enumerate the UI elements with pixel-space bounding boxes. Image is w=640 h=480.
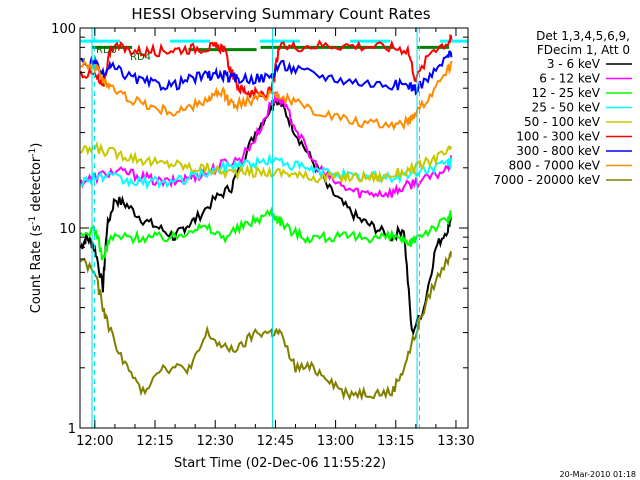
- legend-header-line: FDecim 1, Att 0: [537, 43, 630, 57]
- legend-label: 6 - 12 keV: [539, 72, 601, 86]
- x-tick-label: 12:30: [196, 434, 233, 449]
- vertical-marker-layer: [91, 28, 420, 428]
- x-tick-label: 13:00: [317, 434, 354, 449]
- annotation-rd0: RD0: [96, 45, 117, 56]
- series-layer: [79, 34, 468, 402]
- legend-label: 800 - 7000 keV: [509, 159, 601, 173]
- series-line-4: [79, 140, 453, 185]
- legend-label: 300 - 800 keV: [516, 144, 600, 158]
- x-tick-label: 12:15: [136, 434, 173, 449]
- legend: Det 1,3,4,5,6,9,FDecim 1, Att 03 - 6 keV…: [493, 29, 632, 187]
- annotation-rd4: RD4: [130, 52, 151, 63]
- x-tick-label: 13:30: [437, 434, 474, 449]
- y-axis-label: Count Rate (s-1 detector-1): [28, 143, 44, 314]
- axis-layer: 12:00 12:15 12:30 12:45 13:00 13:15 13:30 1 10 10…: [51, 22, 475, 449]
- x-tick-label: 12:45: [257, 434, 294, 449]
- legend-label: 12 - 25 keV: [532, 86, 601, 100]
- x-tick-label: 13:15: [377, 434, 414, 449]
- series-line-5: [79, 34, 453, 102]
- series-line-8: [80, 250, 453, 402]
- x-axis-label: Start Time (02-Dec-06 11:55:22): [174, 456, 386, 471]
- y-tick-label: 1: [68, 422, 76, 437]
- chart-title: HESSI Observing Summary Count Rates: [131, 5, 430, 23]
- y-tick-label: 100: [51, 22, 76, 37]
- series-line-2: [79, 206, 453, 261]
- timestamp-stamp: 20-Mar-2010 01:18: [560, 470, 637, 479]
- y-tick-label: 10: [59, 222, 76, 237]
- legend-header-line: Det 1,3,4,5,6,9,: [536, 29, 630, 43]
- legend-label: 50 - 100 keV: [524, 115, 601, 129]
- series-line-7: [80, 59, 453, 132]
- series-line-3: [80, 152, 453, 190]
- legend-label: 7000 - 20000 keV: [493, 173, 600, 187]
- legend-label: 100 - 300 keV: [516, 130, 600, 144]
- series-line-6: [79, 50, 453, 96]
- legend-label: 3 - 6 keV: [547, 57, 601, 71]
- x-tick-label: 12:00: [76, 434, 113, 449]
- legend-label: 25 - 50 keV: [532, 101, 601, 115]
